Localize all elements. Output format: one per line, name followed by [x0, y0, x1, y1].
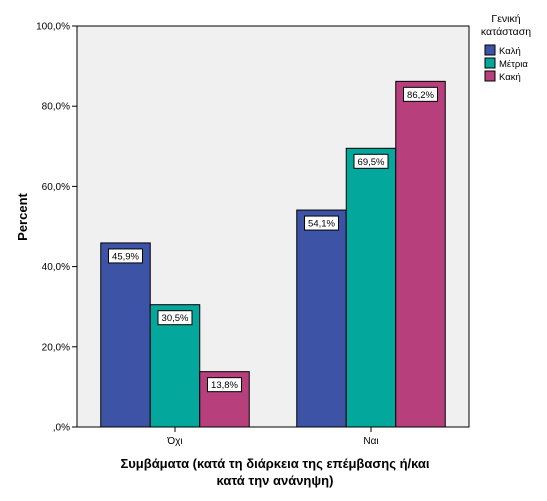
- data-label: 45,9%: [112, 251, 139, 262]
- legend-label: Καλή: [499, 46, 521, 57]
- x-axis-title-line-2: κατά την ανάνηψη): [217, 473, 334, 488]
- data-label: 54,1%: [308, 219, 335, 230]
- x-tick-label: Ναι: [363, 436, 378, 447]
- legend-label: Κακή: [499, 72, 521, 83]
- y-axis-title: Percent: [15, 192, 30, 240]
- y-tick-label: 40,0%: [42, 262, 70, 273]
- legend-swatch: [484, 70, 496, 82]
- data-label: 69,5%: [358, 157, 385, 168]
- legend-label: Μέτρια: [499, 59, 528, 70]
- data-label-box: [403, 86, 438, 102]
- legend: Γενική κατάσταση Καλή Μέτρια Κακή: [481, 13, 531, 83]
- y-tick-label: 80,0%: [42, 102, 70, 113]
- y-tick-label: 100,0%: [36, 22, 70, 33]
- data-label-box: [304, 215, 339, 231]
- data-label: 30,5%: [162, 313, 189, 324]
- bar: [100, 242, 151, 428]
- y-tick-label: 60,0%: [42, 182, 70, 193]
- legend-swatch: [484, 57, 496, 69]
- legend-title-line-2: κατάσταση: [481, 26, 531, 38]
- legend-swatch: [484, 44, 496, 56]
- bar: [395, 80, 446, 428]
- data-label-box: [353, 153, 389, 169]
- data-label: 13,8%: [211, 380, 238, 391]
- legend-title-line-1: Γενική: [491, 13, 520, 25]
- bar: [345, 147, 397, 428]
- data-label-box: [157, 310, 193, 326]
- data-label-box: [207, 377, 242, 393]
- x-tick-label: Όχι: [166, 436, 182, 447]
- data-label: 86,2%: [407, 90, 434, 101]
- bar: [296, 209, 347, 428]
- data-label-box: [108, 248, 143, 264]
- x-axis-title-line-1: Συμβάματα (κατά τη διάρκεια της επέμβαση…: [120, 456, 429, 471]
- y-tick-label: ,0%: [53, 423, 70, 434]
- y-tick-label: 20,0%: [42, 342, 70, 353]
